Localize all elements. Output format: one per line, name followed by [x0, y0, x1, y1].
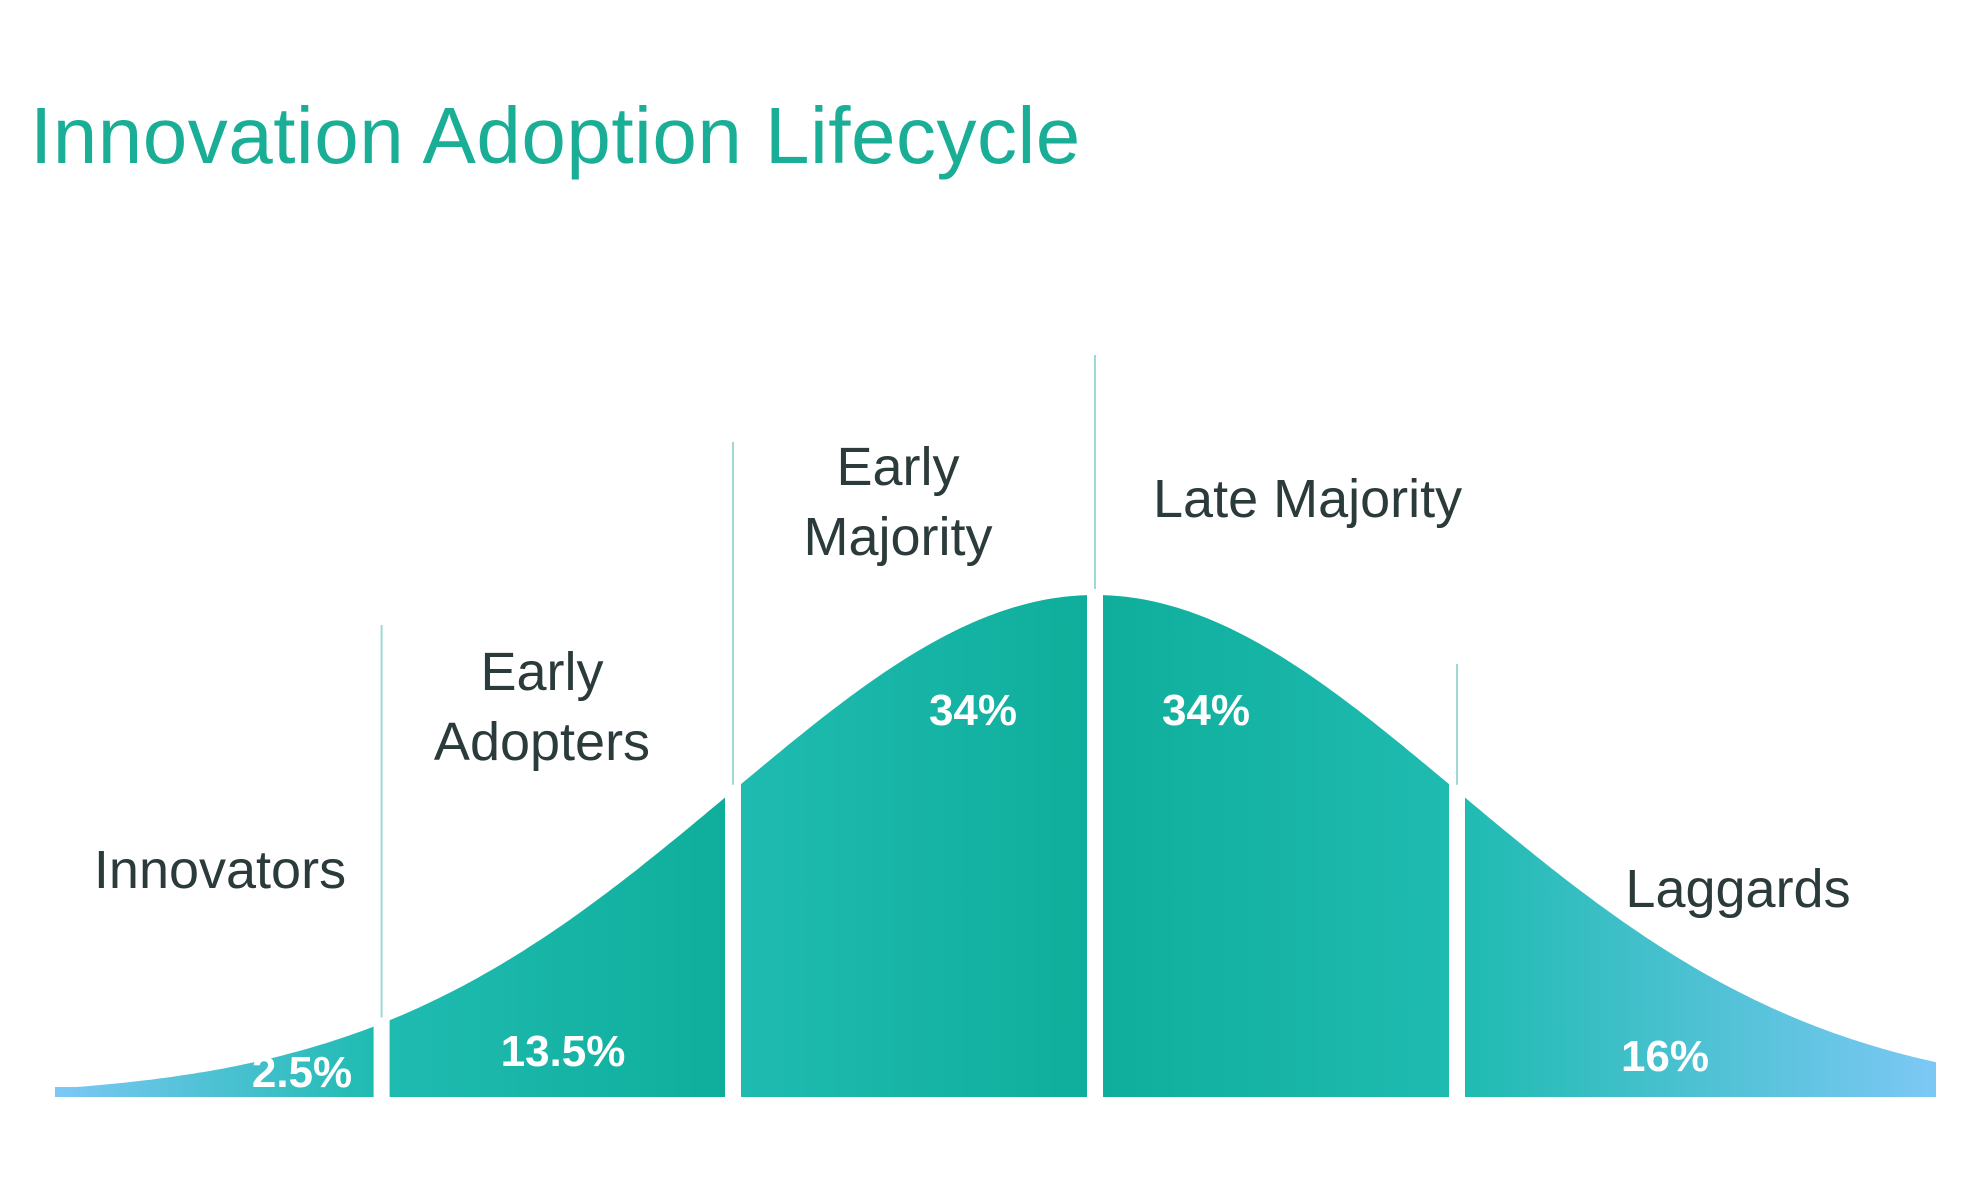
early-majority-percent: 34%: [929, 686, 1017, 735]
laggards-percent: 16%: [1621, 1032, 1709, 1081]
innovators-label: Innovators: [94, 840, 346, 900]
early-adopters-label-line-2: Adopters: [434, 712, 650, 772]
early-adopters-label-line-1: Early: [480, 642, 603, 702]
early-adopters-area: [389, 797, 725, 1097]
late-majority-label-line-1: Late Majority: [1153, 469, 1462, 529]
late-majority-area: [1103, 595, 1449, 1097]
late-majority-percent: 34%: [1162, 686, 1250, 735]
innovators-label-line-1: Innovators: [94, 840, 346, 900]
early-majority-label-line-2: Majority: [803, 507, 992, 567]
early-majority-label: Early Majority: [803, 437, 992, 567]
early-adopters-percent: 13.5%: [501, 1027, 626, 1076]
innovators-percent: 2.5%: [252, 1048, 352, 1097]
innovators-area: [55, 1026, 374, 1097]
page-title: Innovation Adoption Lifecycle: [30, 91, 1081, 180]
laggards-label-line-1: Laggards: [1625, 859, 1850, 919]
early-majority-label-line-1: Early: [836, 437, 959, 497]
early-majority-area: [741, 595, 1087, 1097]
laggards-area: [1465, 797, 1936, 1097]
laggards-label: Laggards: [1625, 859, 1850, 919]
late-majority-label: Late Majority: [1153, 469, 1462, 529]
early-adopters-label: Early Adopters: [434, 642, 650, 772]
